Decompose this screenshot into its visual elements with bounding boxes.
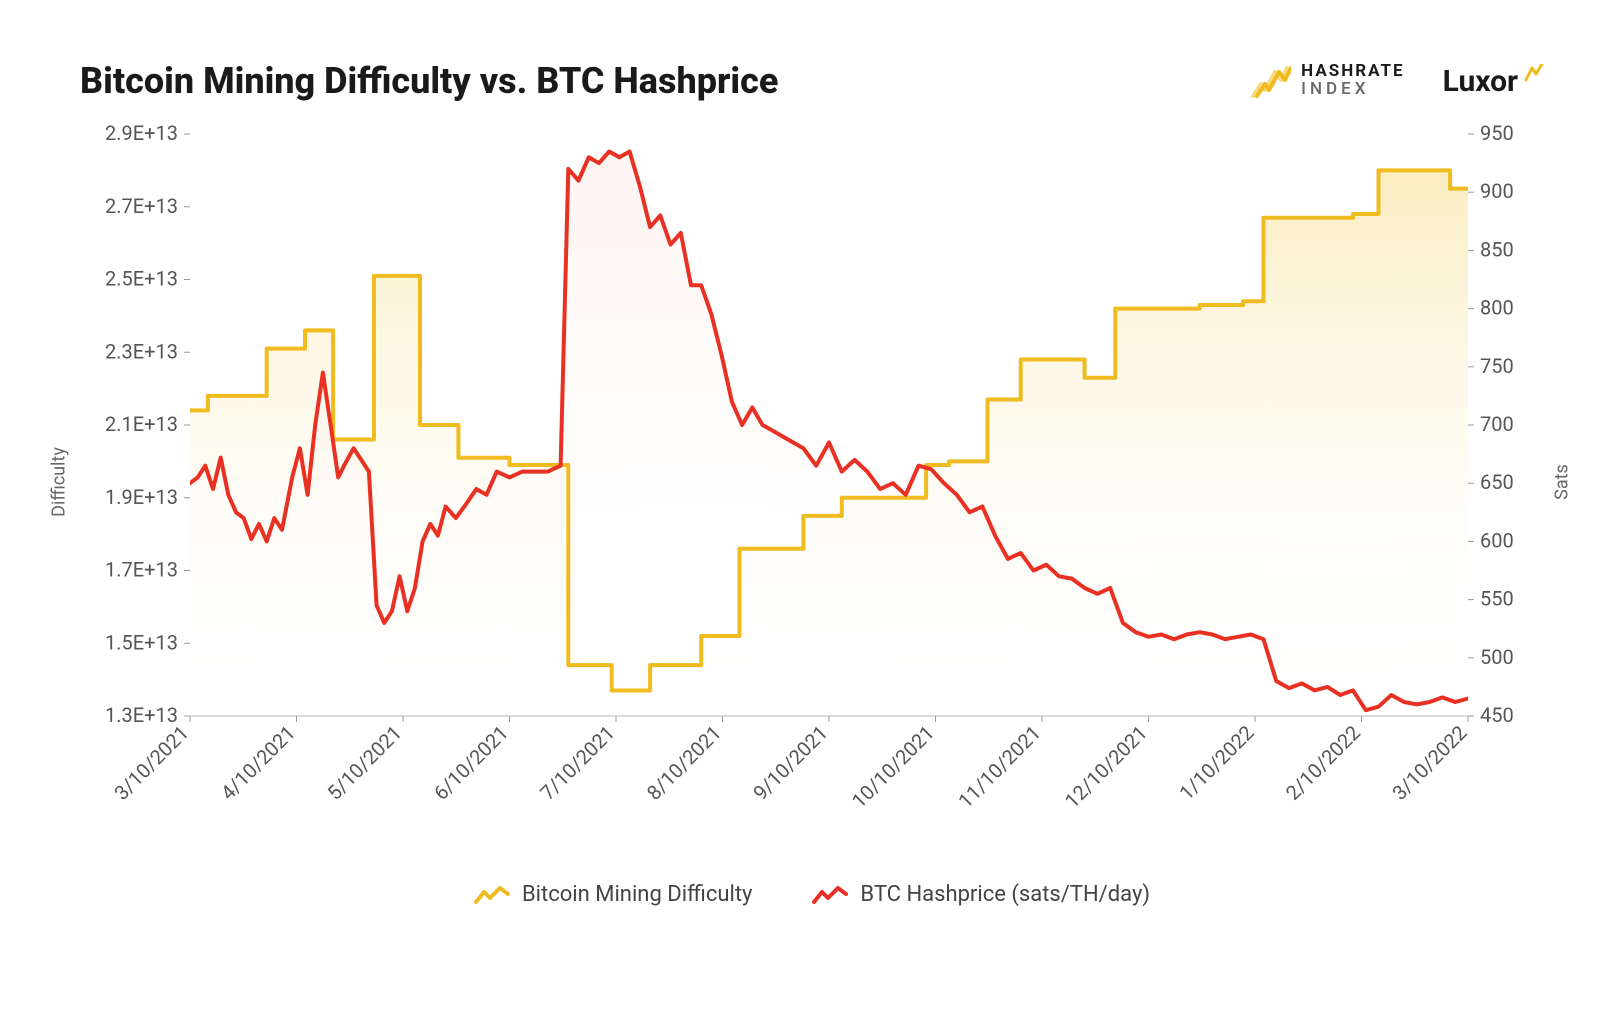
svg-text:850: 850 <box>1480 237 1514 261</box>
legend-label-difficulty: Bitcoin Mining Difficulty <box>522 882 752 907</box>
svg-text:2.5E+13: 2.5E+13 <box>105 267 178 291</box>
svg-text:950: 950 <box>1480 122 1514 145</box>
svg-text:2.9E+13: 2.9E+13 <box>105 122 178 145</box>
svg-text:2.1E+13: 2.1E+13 <box>105 412 178 436</box>
svg-text:6/10/2021: 6/10/2021 <box>429 721 513 805</box>
svg-text:700: 700 <box>1480 412 1514 436</box>
legend-label-hashprice: BTC Hashprice (sats/TH/day) <box>860 882 1150 907</box>
svg-text:450: 450 <box>1480 703 1514 727</box>
svg-text:900: 900 <box>1480 179 1514 203</box>
svg-text:1/10/2022: 1/10/2022 <box>1174 721 1258 805</box>
svg-text:1.9E+13: 1.9E+13 <box>105 485 178 509</box>
legend-item-difficulty: Bitcoin Mining Difficulty <box>474 882 752 907</box>
chart-area: Difficulty Sats 1.3E+131.5E+131.7E+131.9… <box>80 122 1544 842</box>
svg-text:1.7E+13: 1.7E+13 <box>105 558 178 582</box>
brand-luxor-text: Luxor <box>1443 64 1518 99</box>
svg-text:3/10/2022: 3/10/2022 <box>1387 721 1471 805</box>
svg-text:750: 750 <box>1480 354 1514 378</box>
legend: Bitcoin Mining Difficulty BTC Hashprice … <box>80 882 1544 907</box>
svg-text:5/10/2021: 5/10/2021 <box>322 721 406 805</box>
legend-item-hashprice: BTC Hashprice (sats/TH/day) <box>812 882 1150 907</box>
left-axis-label: Difficulty <box>48 447 69 517</box>
chart-header: Bitcoin Mining Difficulty vs. BTC Hashpr… <box>80 60 1544 102</box>
svg-text:9/10/2021: 9/10/2021 <box>748 721 832 805</box>
brand-hashrate-line2: INDEX <box>1301 81 1404 99</box>
brand-group: HASHRATE INDEX Luxor <box>1251 62 1544 100</box>
legend-swatch-difficulty-icon <box>474 884 510 906</box>
svg-text:650: 650 <box>1480 470 1514 494</box>
brand-hashrate-index: HASHRATE INDEX <box>1251 62 1404 100</box>
chart-svg: 1.3E+13 1.5E+13 1.7E+13 1.9E+13 2.1E+13 2.3E+… <box>80 122 1544 842</box>
svg-text:800: 800 <box>1480 296 1514 320</box>
brand-luxor: Luxor <box>1443 64 1544 99</box>
svg-text:4/10/2021: 4/10/2021 <box>216 721 300 805</box>
svg-text:2.3E+13: 2.3E+13 <box>105 339 178 363</box>
svg-text:8/10/2021: 8/10/2021 <box>642 721 726 805</box>
svg-text:2.7E+13: 2.7E+13 <box>105 194 178 218</box>
chart-title: Bitcoin Mining Difficulty vs. BTC Hashpr… <box>80 60 778 102</box>
hashrate-index-icon <box>1251 62 1291 100</box>
brand-hashrate-text: HASHRATE INDEX <box>1301 63 1404 99</box>
svg-text:550: 550 <box>1480 587 1514 611</box>
svg-text:2/10/2022: 2/10/2022 <box>1281 721 1365 805</box>
luxor-icon <box>1524 64 1544 82</box>
svg-text:7/10/2021: 7/10/2021 <box>535 721 619 805</box>
svg-text:3/10/2021: 3/10/2021 <box>109 721 193 805</box>
svg-text:1.5E+13: 1.5E+13 <box>105 630 178 654</box>
svg-text:600: 600 <box>1480 528 1514 552</box>
svg-text:12/10/2021: 12/10/2021 <box>1060 721 1152 813</box>
svg-text:10/10/2021: 10/10/2021 <box>847 721 939 813</box>
svg-text:1.3E+13: 1.3E+13 <box>105 703 178 727</box>
svg-text:11/10/2021: 11/10/2021 <box>953 721 1045 813</box>
right-axis-label: Sats <box>1552 464 1573 500</box>
legend-swatch-hashprice-icon <box>812 884 848 906</box>
svg-text:500: 500 <box>1480 645 1514 669</box>
